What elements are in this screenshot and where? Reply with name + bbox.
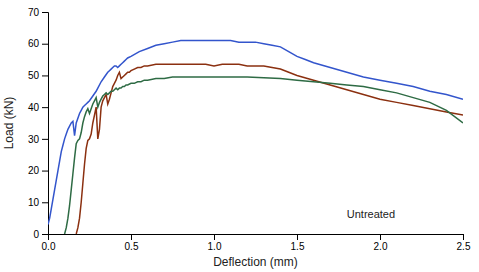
x-axis: 0.0 0.5 1.0 1.5 2.0 2.5 xyxy=(42,234,471,252)
y-tick: 40 xyxy=(28,102,48,113)
y-tick: 60 xyxy=(28,38,48,49)
plot: 0.0 0.5 1.0 1.5 2.0 2.5 0 10 20 30 40 50 60 70 Untreat… xyxy=(28,7,471,252)
x-tick: 2.5 xyxy=(457,234,471,252)
y-tick: 0 xyxy=(33,229,48,240)
x-tick-mark xyxy=(131,234,132,240)
y-tick-mark xyxy=(42,12,48,13)
y-axis: 0 10 20 30 40 50 60 70 xyxy=(28,7,49,240)
y-tick-mark xyxy=(42,75,48,76)
x-tick: 1.0 xyxy=(208,234,222,252)
y-tick-label: 30 xyxy=(28,134,40,145)
y-tick: 30 xyxy=(28,134,48,145)
x-tick-label: 1.5 xyxy=(291,241,305,252)
y-tick-label: 50 xyxy=(28,70,40,81)
y-tick-mark xyxy=(42,234,48,235)
x-tick-label: 2.0 xyxy=(374,241,388,252)
chart: 0.0 0.5 1.0 1.5 2.0 2.5 0 10 20 30 40 50 60 70 Untreat… xyxy=(0,0,479,272)
y-tick-mark xyxy=(42,202,48,203)
x-tick: 1.5 xyxy=(291,234,305,252)
x-tick-mark xyxy=(214,234,215,240)
annotation: Untreated xyxy=(347,208,395,220)
y-tick: 50 xyxy=(28,70,48,81)
x-tick-label: 0.0 xyxy=(42,241,56,252)
lines xyxy=(48,41,463,234)
y-tick: 10 xyxy=(28,197,48,208)
x-axis-title: Deflection (mm) xyxy=(213,255,298,269)
x-tick: 2.0 xyxy=(374,234,388,252)
y-tick-label: 20 xyxy=(28,165,40,176)
y-tick-label: 0 xyxy=(33,229,39,240)
y-tick-mark xyxy=(42,171,48,172)
y-tick-label: 60 xyxy=(28,38,40,49)
y-axis-line xyxy=(42,13,49,235)
y-tick-mark xyxy=(42,107,48,108)
y-tick-mark xyxy=(42,44,48,45)
x-tick-mark xyxy=(297,234,298,240)
x-tick-label: 1.0 xyxy=(208,241,222,252)
y-tick: 70 xyxy=(28,7,48,18)
series-line xyxy=(48,41,463,225)
x-tick-mark xyxy=(463,234,464,240)
x-tick-mark xyxy=(380,234,381,240)
y-tick-label: 40 xyxy=(28,102,40,113)
series-line xyxy=(65,77,463,234)
x-axis-line xyxy=(49,235,464,241)
y-tick-label: 10 xyxy=(28,197,40,208)
x-tick: 0.5 xyxy=(125,234,139,252)
x-tick: 0.0 xyxy=(42,234,56,252)
x-tick-label: 0.5 xyxy=(125,241,139,252)
y-tick-label: 70 xyxy=(28,7,40,18)
y-tick: 20 xyxy=(28,165,48,176)
x-tick-label: 2.5 xyxy=(457,241,471,252)
y-axis-title: Load (kN) xyxy=(2,97,16,150)
series-line xyxy=(76,64,463,234)
y-tick-mark xyxy=(42,139,48,140)
